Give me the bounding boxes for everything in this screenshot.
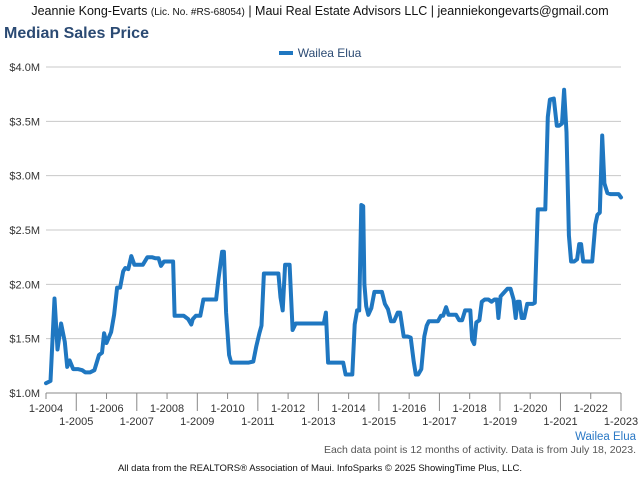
x-tick-label: 1-2017 — [422, 416, 456, 428]
legend-swatch — [278, 50, 293, 55]
y-axis-ticks: $1.0M $1.5M $2.0M $2.5M $3.0M $3.5M $4.0M — [9, 62, 40, 400]
y-tick-label: $1.5M — [9, 334, 40, 346]
y-tick-label: $1.0M — [9, 388, 40, 400]
series-layer — [44, 87, 623, 386]
x-tick-label: 1-2022 — [574, 403, 608, 415]
x-tick-label: 1-2005 — [59, 416, 93, 428]
y-tick-label: $4.0M — [9, 62, 40, 74]
x-tick-label: 1-2023 — [604, 416, 638, 428]
x-tick-label: 1-2020 — [513, 403, 547, 415]
x-tick-label: 1-2007 — [120, 416, 154, 428]
x-tick-label: 1-2021 — [543, 416, 577, 428]
x-tick-label: 1-2012 — [271, 403, 305, 415]
legend-series-label: Wailea Elua — [297, 46, 362, 60]
x-tick-label: 1-2009 — [180, 416, 214, 428]
x-tick-label: 1-2015 — [362, 416, 396, 428]
x-tick-label: 1-2010 — [210, 403, 244, 415]
data-note: Each data point is 12 months of activity… — [323, 444, 636, 456]
y-tick-label: $3.5M — [9, 116, 40, 128]
agent-name: Jeannie Kong-Evarts — [31, 4, 148, 18]
x-tick-label: 1-2013 — [301, 416, 335, 428]
footer-credits: All data from the REALTORS® Association … — [117, 463, 523, 474]
x-tick-label: 1-2019 — [483, 416, 517, 428]
chart-title: Median Sales Price — [4, 25, 149, 42]
series-line-wailea-elua — [44, 87, 623, 386]
x-tick-label: 1-2004 — [29, 403, 63, 415]
x-tick-label: 1-2018 — [453, 403, 487, 415]
agent-header: Jeannie Kong-Evarts (Lic. No. #RS-68054)… — [0, 0, 640, 22]
y-tick-label: $2.0M — [9, 279, 40, 291]
x-tick-label: 1-2016 — [392, 403, 426, 415]
x-tick-label: 1-2014 — [331, 403, 365, 415]
x-tick-label: 1-2008 — [150, 403, 184, 415]
x-tick-label: 1-2006 — [89, 403, 123, 415]
agency-and-email: | Maui Real Estate Advisors LLC | jeanni… — [248, 4, 609, 18]
x-tick-label: 1-2011 — [241, 416, 274, 428]
y-tick-label: $2.5M — [9, 225, 40, 237]
chart-legend[interactable]: Wailea Elua — [0, 44, 640, 62]
grid-lines — [46, 66, 621, 394]
y-tick-label: $3.0M — [9, 171, 40, 183]
series-end-label: Wailea Elua — [575, 431, 637, 443]
x-axis-ticks: 1-20041-20051-20061-20071-20081-20091-20… — [29, 393, 638, 428]
agent-license: (Lic. No. #RS-68054) — [150, 7, 245, 18]
